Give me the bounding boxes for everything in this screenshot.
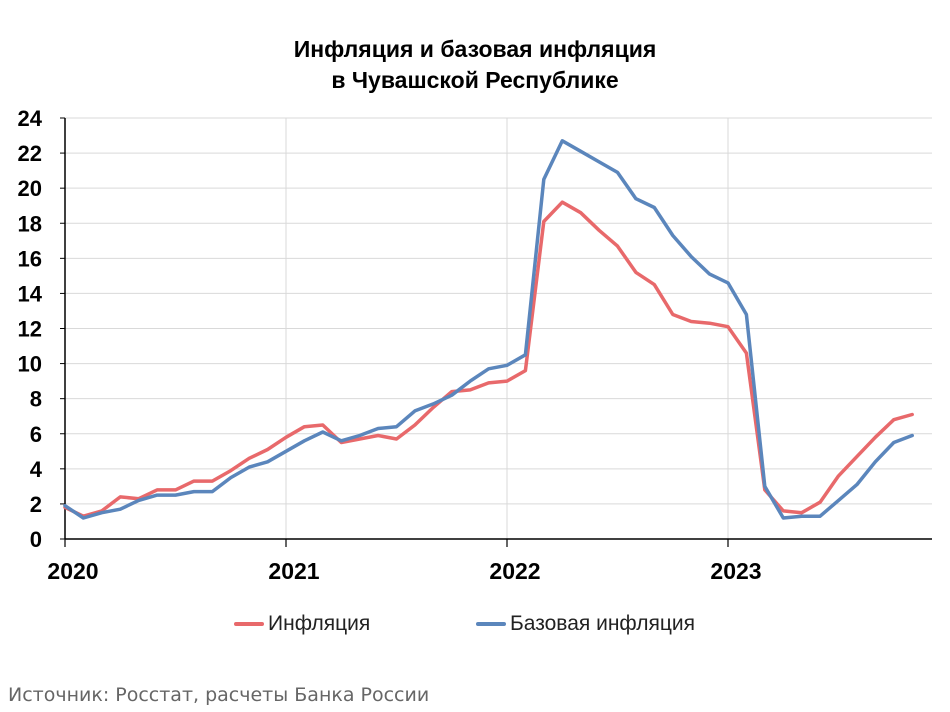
legend-swatch-inflation [234, 622, 264, 626]
chart-title-line1: Инфляция и базовая инфляция [293, 36, 657, 62]
y-tick-label: 6 [30, 422, 42, 447]
legend-item-core-inflation: Базовая инфляция [476, 612, 695, 636]
legend-item-inflation: Инфляция [234, 612, 370, 636]
chart-title-line2: в Чувашской Республике [331, 67, 619, 93]
x-tick-labels: 2020 2021 2022 2023 [47, 558, 761, 584]
series-line-core-inflation [63, 139, 914, 520]
legend-label-inflation: Инфляция [268, 612, 371, 635]
y-tick-label: 24 [18, 106, 43, 131]
y-tick-label: 14 [18, 281, 43, 306]
y-tick-label: 22 [18, 141, 42, 166]
y-tick-label: 10 [18, 352, 42, 377]
chart-title: Инфляция и базовая инфляция в Чувашской … [0, 34, 950, 96]
y-tick-label: 16 [18, 246, 42, 271]
y-tick-label: 8 [30, 387, 42, 412]
legend-label-core-inflation: Базовая инфляция [510, 612, 696, 635]
series-lines [63, 139, 914, 520]
y-tick-label: 18 [18, 211, 42, 236]
y-tick-label: 4 [30, 457, 43, 482]
x-tick-label: 2020 [47, 558, 98, 584]
x-tick-label: 2021 [268, 558, 319, 584]
source-note: Источник: Росстат, расчеты Банка России [8, 684, 430, 706]
axes [60, 117, 932, 547]
y-tick-label: 20 [18, 176, 42, 201]
x-tick-label: 2022 [489, 558, 540, 584]
y-tick-label: 12 [18, 317, 42, 342]
y-tick-label: 0 [30, 527, 42, 552]
legend: Инфляция Базовая инфляция [0, 612, 950, 648]
gridlines [65, 117, 932, 539]
y-tick-label: 2 [30, 492, 42, 517]
legend-swatch-core-inflation [476, 622, 506, 626]
x-tick-label: 2023 [710, 558, 761, 584]
